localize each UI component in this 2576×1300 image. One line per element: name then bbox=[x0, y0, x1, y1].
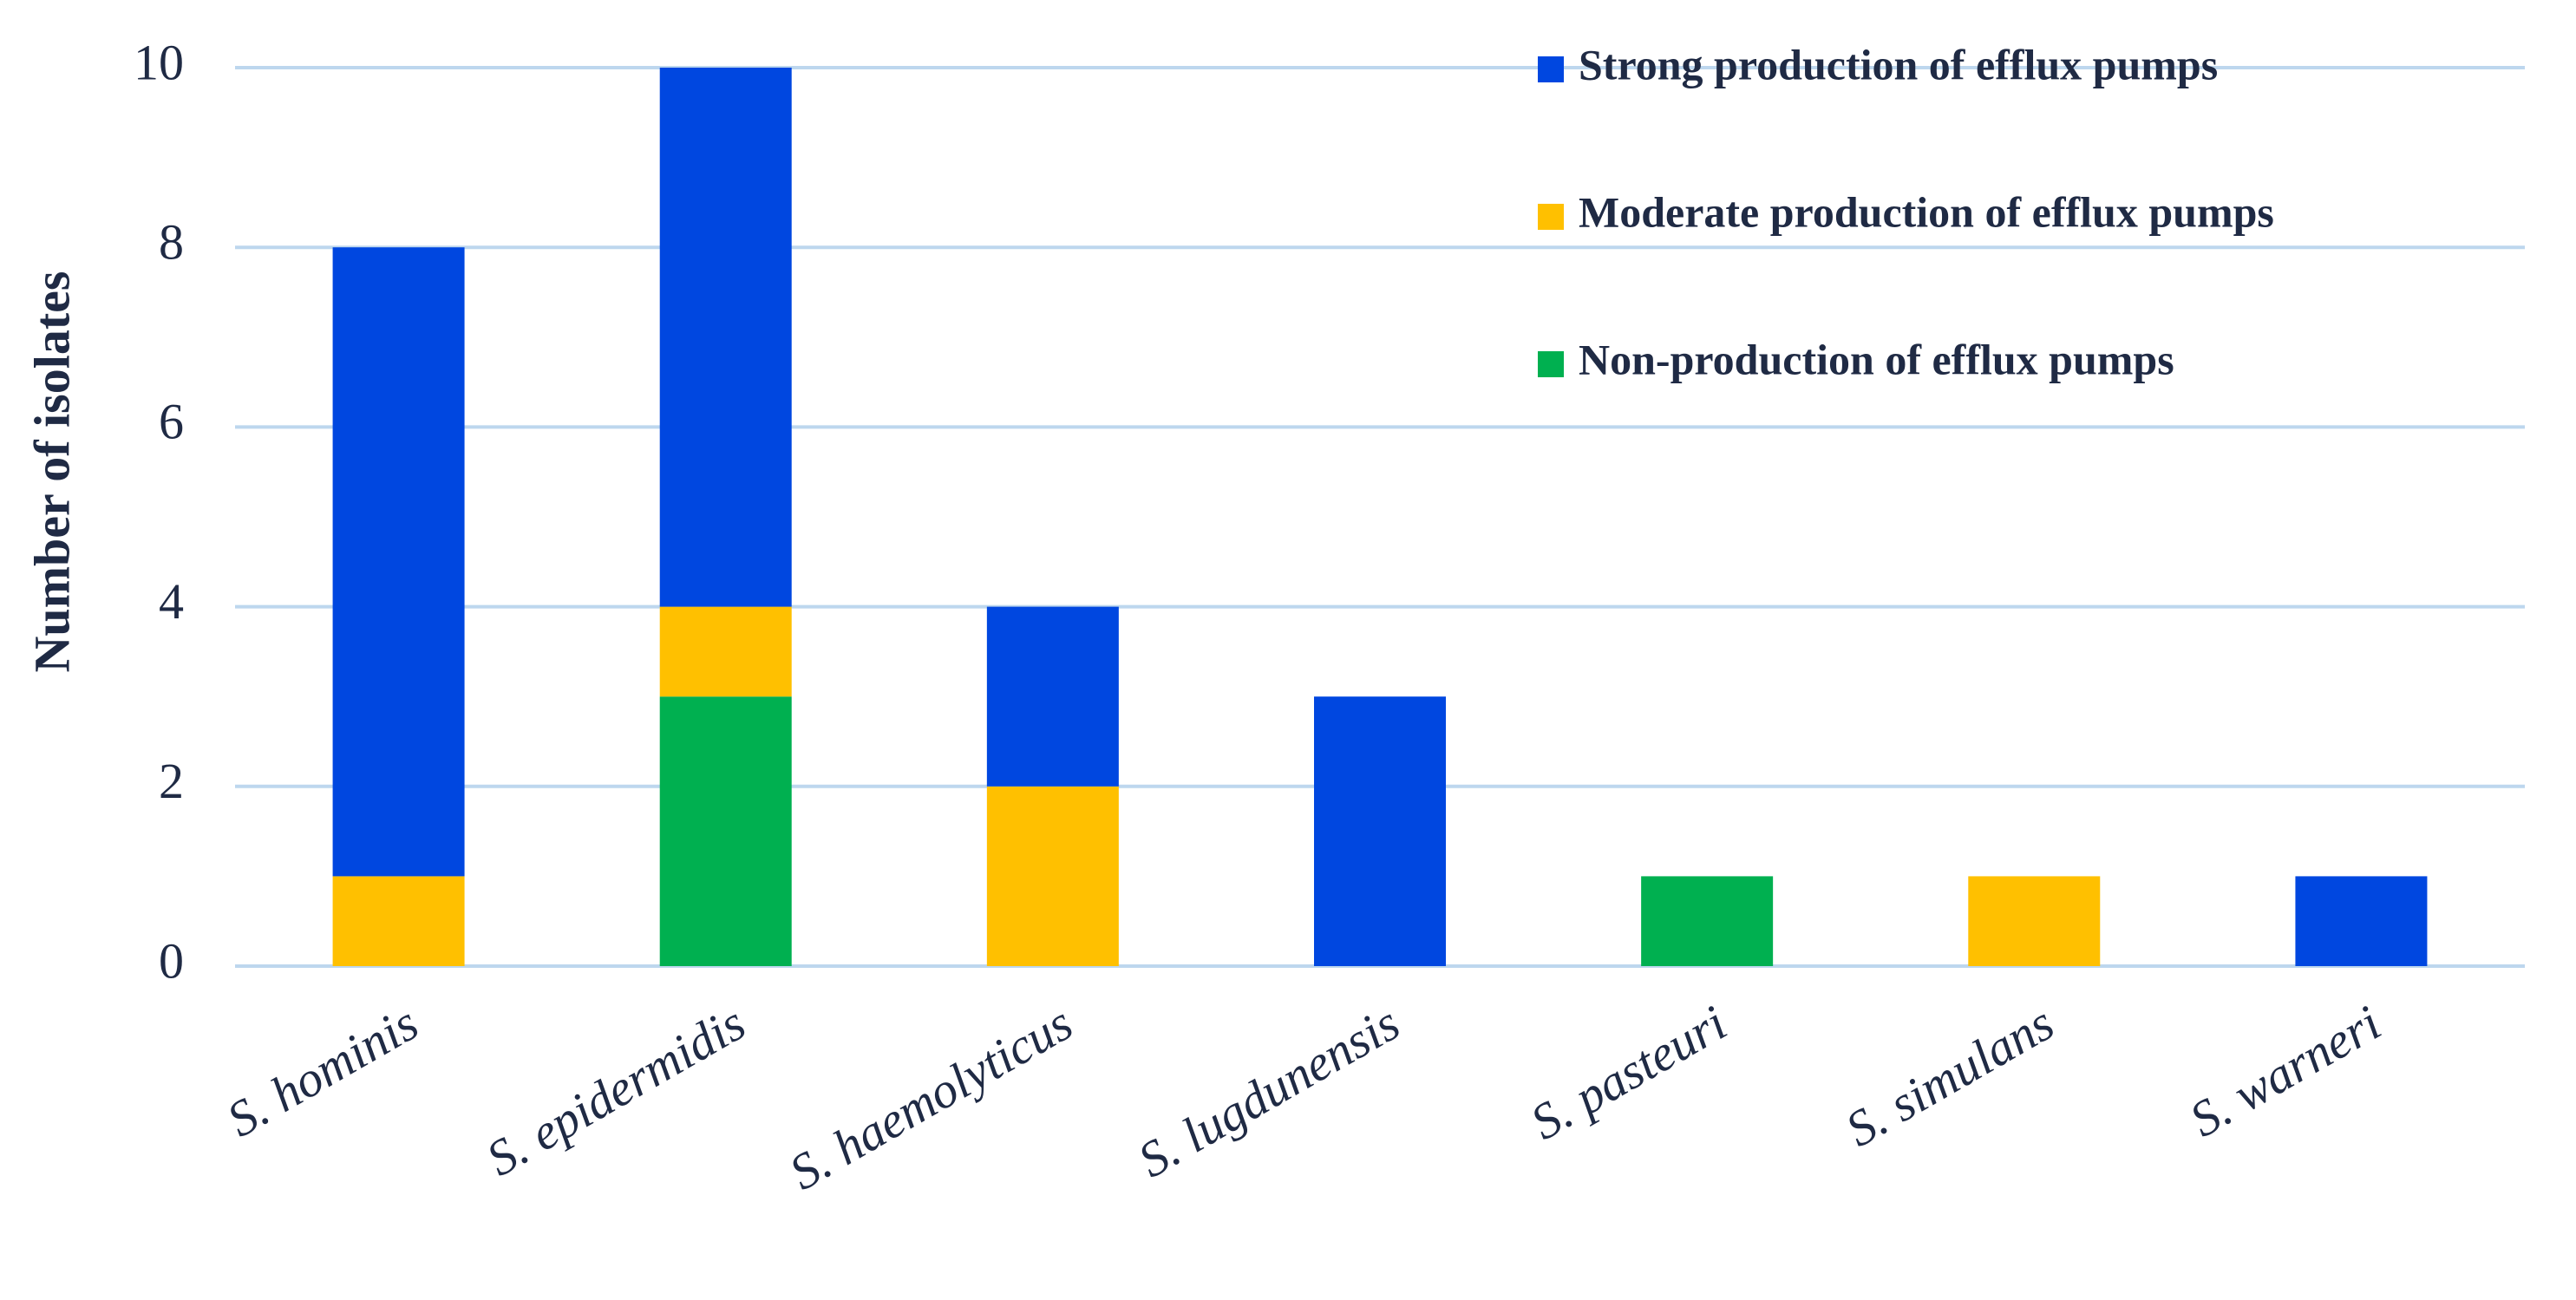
x-tick-label: S. haemolyticus bbox=[780, 994, 1082, 1200]
bar-segment bbox=[2295, 876, 2428, 966]
bar-segment bbox=[332, 247, 465, 877]
x-tick-label: S. hominis bbox=[218, 994, 428, 1147]
legend-marker bbox=[1538, 204, 1564, 230]
y-axis-label: Number of isolates bbox=[23, 271, 80, 673]
legend-marker bbox=[1538, 351, 1564, 377]
bar-segment bbox=[659, 606, 792, 697]
y-tick-label: 6 bbox=[159, 394, 184, 450]
bar-segment bbox=[1968, 876, 2101, 966]
y-tick-label: 4 bbox=[159, 573, 184, 630]
legend-label: Strong production of efflux pumps bbox=[1579, 40, 2218, 88]
legend-label: Non-production of efflux pumps bbox=[1579, 335, 2174, 383]
y-tick-label: 2 bbox=[159, 753, 184, 809]
x-tick-label: S. epidermidis bbox=[477, 994, 755, 1186]
bar-segment bbox=[659, 68, 792, 607]
x-tick-label: S. warneri bbox=[2180, 994, 2390, 1147]
x-tick-label: S. lugdunensis bbox=[1128, 994, 1409, 1188]
bar-segment bbox=[1641, 876, 1774, 966]
x-tick-label: S. simulans bbox=[1836, 994, 2063, 1157]
bar-segment bbox=[986, 786, 1119, 966]
x-tick-label: S. pasteuri bbox=[1521, 994, 1736, 1150]
bar-segment bbox=[986, 606, 1119, 787]
legend-label: Moderate production of efflux pumps bbox=[1579, 187, 2274, 236]
y-tick-label: 0 bbox=[159, 932, 184, 989]
bar-segment bbox=[332, 876, 465, 966]
bar-segment bbox=[1314, 696, 1446, 966]
y-tick-label: 10 bbox=[134, 34, 184, 90]
legend-marker bbox=[1538, 56, 1564, 82]
bar-segment bbox=[659, 696, 792, 966]
y-tick-label: 8 bbox=[159, 214, 184, 271]
